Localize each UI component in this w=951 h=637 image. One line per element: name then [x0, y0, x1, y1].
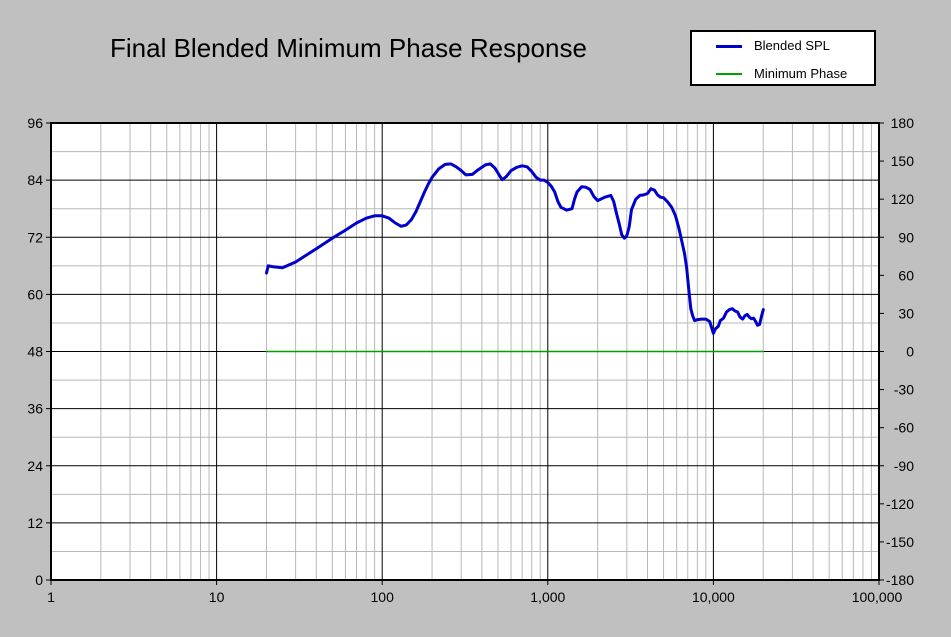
series-layer: [265, 162, 765, 353]
y-tick-label: 12: [27, 515, 43, 531]
y-tick-label: 48: [27, 344, 43, 360]
axis-labels: 0 12 24 36 48 60 72 84 96 -180 -150 -120 -90 -60 -30 0 3…: [27, 115, 914, 605]
y-tick-label: 96: [27, 115, 43, 131]
y2-tick-label: 60: [898, 267, 914, 283]
x-tick-label: 1: [47, 589, 55, 605]
x-tick-label: 10,000: [692, 589, 735, 605]
x-tick-label: 10: [209, 589, 225, 605]
y2-tick-label: 120: [891, 191, 915, 207]
legend-swatch-blended-spl: [716, 45, 742, 48]
y2-tick-label: 150: [891, 153, 915, 169]
y2-tick-label: 0: [906, 344, 914, 360]
y-tick-label: 60: [27, 286, 43, 302]
y2-tick-label: -90: [894, 458, 914, 474]
legend-swatch-minimum-phase: [716, 73, 742, 75]
y-tick-label: 72: [27, 229, 43, 245]
y-tick-label: 84: [27, 172, 43, 188]
y2-tick-label: 90: [898, 229, 914, 245]
chart-title: Final Blended Minimum Phase Response: [110, 33, 587, 63]
legend-label-blended-spl: Blended SPL: [754, 38, 830, 53]
x-tick-label: 100: [371, 589, 395, 605]
x-tick-label: 1,000: [530, 589, 565, 605]
legend: Blended SPL Minimum Phase: [690, 30, 876, 86]
y-tick-label: 36: [27, 401, 43, 417]
y2-tick-label: -30: [894, 382, 914, 398]
legend-label-minimum-phase: Minimum Phase: [754, 66, 848, 81]
y-tick-label: 0: [35, 572, 43, 588]
y-tick-label: 24: [27, 458, 43, 474]
legend-item-minimum-phase: Minimum Phase: [692, 66, 874, 82]
y2-tick-label: -180: [886, 572, 914, 588]
y2-tick-label: -60: [894, 420, 914, 436]
series-line-blended-spl: [265, 162, 765, 335]
y2-tick-label: 180: [891, 115, 915, 131]
x-tick-label: 100,000: [852, 589, 903, 605]
legend-item-blended-spl: Blended SPL: [692, 38, 874, 54]
y2-tick-label: 30: [898, 305, 914, 321]
y2-tick-label: -150: [886, 534, 914, 550]
y2-tick-label: -120: [886, 496, 914, 512]
